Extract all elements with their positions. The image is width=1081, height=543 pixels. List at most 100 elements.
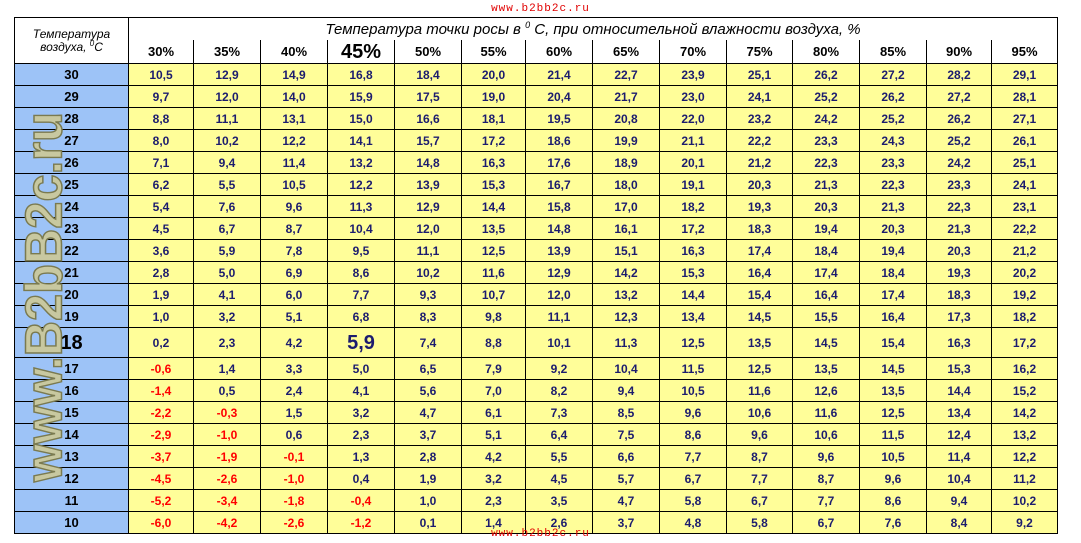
air-temperature-cell: 14 [14, 423, 129, 446]
site-link-top[interactable]: www.b2bb2c.ru [491, 3, 590, 15]
table-row: 24 5,4 7,6 9,6 11,3 12,9 14,4 15,8 17,0 18,2 19,3 2… [14, 195, 1058, 218]
dew-point-cell: 10,1 [525, 327, 593, 358]
dew-point-cell: 15,2 [991, 379, 1058, 402]
humidity-header: 95% [991, 40, 1058, 64]
dew-point-cell: 6,8 [327, 305, 395, 328]
table-row: 20 1,9 4,1 6,0 7,7 9,3 10,7 12,0 13,2 14,4 15,4 16,… [14, 283, 1058, 306]
title-prefix: Температура точки росы в [325, 21, 526, 38]
humidity-header: 35% [193, 40, 261, 64]
table-row: 27 8,0 10,2 12,2 14,1 15,7 17,2 18,6 19,9 21,1 22,… [14, 129, 1058, 152]
dew-point-cell: 5,1 [260, 305, 328, 328]
humidity-header: 90% [926, 40, 992, 64]
dew-point-cell: 24,2 [792, 107, 860, 130]
dew-point-cell: 23,0 [659, 85, 727, 108]
dew-point-cell: 16,3 [659, 239, 727, 262]
dew-point-cell: 5,9 [193, 239, 261, 262]
dew-point-cell: 8,7 [260, 217, 328, 240]
dew-point-cell: 20,8 [592, 107, 660, 130]
dew-point-cell: 19,5 [525, 107, 593, 130]
dew-point-cell: 10,5 [859, 445, 927, 468]
dew-point-cell: 17,5 [394, 85, 462, 108]
dew-point-cell: 13,2 [327, 151, 395, 174]
dew-point-cell: 12,0 [525, 283, 593, 306]
dew-point-cell: 20,3 [792, 195, 860, 218]
dew-point-cell: 20,3 [726, 173, 793, 196]
dew-point-cell: 1,0 [394, 489, 462, 512]
dew-point-cell: 1,3 [327, 445, 395, 468]
dew-point-cell: 16,6 [394, 107, 462, 130]
dew-point-cell: 0,6 [260, 423, 328, 446]
dew-point-cell: 26,2 [926, 107, 992, 130]
dew-point-cell: 14,0 [260, 85, 328, 108]
dew-point-cell: 16,4 [726, 261, 793, 284]
dew-point-cell: 11,1 [525, 305, 593, 328]
site-link-bottom[interactable]: www.b2bb2c.ru [491, 528, 590, 540]
dew-point-cell: 21,4 [525, 63, 593, 86]
dew-point-cell: 2,6 [525, 511, 593, 534]
dew-point-cell: 9,6 [659, 401, 727, 424]
dew-point-cell: 19,3 [926, 261, 992, 284]
dew-point-cell: 15,9 [327, 85, 395, 108]
dew-point-cell: -4,2 [193, 511, 261, 534]
dew-point-cell: 18,1 [461, 107, 526, 130]
dew-point-cell: 12,5 [859, 401, 927, 424]
dew-point-cell: 0,5 [193, 379, 261, 402]
dew-point-cell: 7,8 [260, 239, 328, 262]
dew-point-cell: 9,6 [260, 195, 328, 218]
humidity-header: 30% [128, 40, 194, 64]
dew-point-cell: 3,2 [327, 401, 395, 424]
dew-point-cell: -1,9 [193, 445, 261, 468]
dew-point-cell: 11,1 [193, 107, 261, 130]
dew-point-cell: -0,1 [260, 445, 328, 468]
dew-point-cell: 17,4 [726, 239, 793, 262]
dew-point-cell: 7,4 [394, 327, 462, 358]
dew-point-cell: 11,6 [792, 401, 860, 424]
dew-point-cell: 5,8 [659, 489, 727, 512]
dew-point-cell: 16,4 [859, 305, 927, 328]
dew-point-cell: 1,0 [128, 305, 194, 328]
dew-point-cell: 3,6 [128, 239, 194, 262]
dew-point-cell: 15,1 [592, 239, 660, 262]
dew-point-cell: 12,2 [327, 173, 395, 196]
dew-point-cell: 19,4 [792, 217, 860, 240]
dew-point-cell: 12,0 [394, 217, 462, 240]
dew-point-cell: 13,1 [260, 107, 328, 130]
humidity-header: 70% [659, 40, 727, 64]
dew-point-cell: 18,4 [859, 261, 927, 284]
dew-point-cell: 1,4 [193, 357, 261, 380]
air-temperature-cell: 17 [14, 357, 129, 380]
air-temperature-cell: 26 [14, 151, 129, 174]
dew-point-cell: 22,3 [859, 173, 927, 196]
dew-point-cell: 16,3 [461, 151, 526, 174]
dew-point-cell: 8,6 [859, 489, 927, 512]
dew-point-cell: 8,0 [128, 129, 194, 152]
dew-point-cell: 23,2 [726, 107, 793, 130]
dew-point-cell: 20,3 [926, 239, 992, 262]
dew-point-cell: 12,2 [991, 445, 1058, 468]
dew-point-cell: 14,5 [792, 327, 860, 358]
dew-point-cell: 12,9 [394, 195, 462, 218]
dew-point-cell: 1,9 [394, 467, 462, 490]
dew-point-cell: 18,0 [592, 173, 660, 196]
dew-point-cell: 7,6 [859, 511, 927, 534]
table-row: 23 4,5 6,7 8,7 10,4 12,0 13,5 14,8 16,1 17,2 18,3 1… [14, 217, 1058, 240]
dew-point-cell: -2,6 [193, 467, 261, 490]
title-suffix: С, при относительной влажности воздуха, … [530, 21, 861, 38]
humidity-header: 45% [327, 40, 395, 64]
dew-point-cell: 8,6 [327, 261, 395, 284]
dew-point-cell: 13,2 [991, 423, 1058, 446]
dew-point-cell: 8,4 [926, 511, 992, 534]
dew-point-cell: 6,4 [525, 423, 593, 446]
dew-point-cell: 11,6 [461, 261, 526, 284]
dew-point-cell: 17,3 [926, 305, 992, 328]
dew-point-cell: 11,5 [659, 357, 727, 380]
dew-point-cell: 2,4 [260, 379, 328, 402]
dew-point-cell: 19,4 [859, 239, 927, 262]
dew-point-cell: 15,0 [327, 107, 395, 130]
dew-point-cell: 2,3 [461, 489, 526, 512]
air-temperature-cell: 13 [14, 445, 129, 468]
table-row: 12 -4,5 -2,6 -1,0 0,4 1,9 3,2 4,5 5,7 6,7 7,7 8,7 9,… [14, 467, 1058, 490]
dew-point-cell: 12,3 [592, 305, 660, 328]
dew-point-cell: 11,3 [592, 327, 660, 358]
dew-point-cell: 19,3 [726, 195, 793, 218]
